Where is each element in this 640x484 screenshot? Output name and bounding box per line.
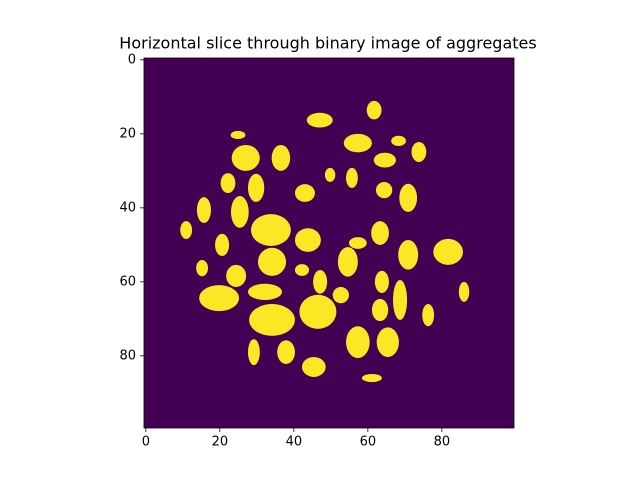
aggregate (249, 304, 295, 336)
x-tick-label: 40 (286, 435, 303, 450)
aggregate (231, 144, 260, 171)
aggregate (422, 304, 435, 327)
aggregate (199, 285, 240, 312)
y-tick-label: 20 (119, 126, 136, 141)
aggregate (277, 340, 295, 364)
aggregate (346, 167, 358, 188)
aggregate (271, 144, 291, 171)
aggregate (230, 130, 246, 140)
aggregate (294, 228, 321, 252)
y-tick-label: 40 (119, 200, 136, 215)
aggregate (226, 264, 247, 288)
aggregate (374, 270, 389, 293)
x-tick-label: 60 (360, 435, 377, 450)
axes-frame (143, 57, 515, 429)
aggregate (306, 112, 333, 128)
aggregate (196, 260, 209, 277)
aggregate (391, 135, 406, 147)
aggregate (371, 298, 389, 322)
y-tick-label: 80 (119, 348, 136, 363)
y-tick-label: 60 (119, 274, 136, 289)
aggregate (346, 326, 370, 359)
aggregate (294, 184, 315, 202)
aggregate (398, 240, 419, 270)
aggregate (375, 181, 393, 199)
aggregate (376, 327, 399, 357)
aggregate (373, 152, 396, 168)
aggregate (180, 221, 193, 239)
aggregate (332, 287, 349, 304)
aggregate (215, 233, 230, 256)
aggregate (324, 167, 336, 182)
aggregate (361, 373, 382, 383)
aggregate (301, 356, 326, 377)
aggregate (247, 283, 283, 300)
chart-title: Horizontal slice through binary image of… (119, 34, 536, 53)
aggregate (196, 197, 211, 224)
aggregate (458, 281, 470, 302)
aggregate (299, 294, 337, 329)
aggregate (433, 238, 463, 265)
x-tick-label: 0 (142, 435, 150, 450)
aggregate (366, 100, 382, 120)
aggregate (250, 214, 291, 246)
aggregate (247, 339, 260, 366)
aggregate (230, 196, 249, 228)
aggregate (313, 270, 328, 294)
aggregate (247, 173, 265, 202)
aggregate (371, 221, 389, 245)
aggregate (348, 237, 367, 249)
aggregate (257, 247, 287, 276)
x-tick-label: 80 (434, 435, 451, 450)
aggregate (220, 173, 236, 194)
aggregate (343, 133, 372, 153)
aggregate (411, 141, 427, 162)
aggregate (393, 280, 408, 320)
aggregate (399, 183, 418, 212)
aggregate (294, 264, 310, 276)
y-tick-label: 0 (128, 52, 136, 67)
x-tick-label: 20 (212, 435, 229, 450)
aggregate (337, 247, 358, 277)
